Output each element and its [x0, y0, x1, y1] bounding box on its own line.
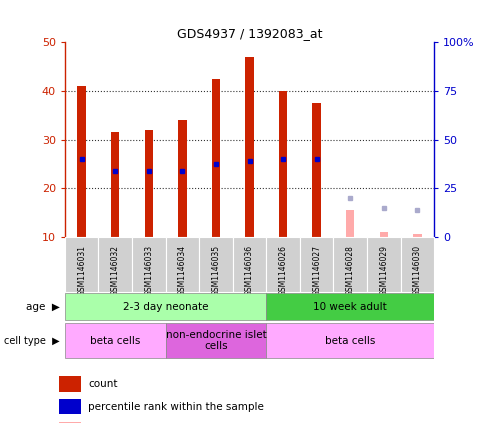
Text: beta cells: beta cells [325, 335, 375, 346]
FancyBboxPatch shape [233, 237, 266, 292]
Bar [59, 399, 80, 415]
Text: GSM1146030: GSM1146030 [413, 245, 422, 296]
Text: count: count [88, 379, 118, 389]
FancyBboxPatch shape [132, 237, 166, 292]
FancyBboxPatch shape [166, 237, 199, 292]
Text: GSM1146032: GSM1146032 [111, 245, 120, 296]
Bar [178, 120, 187, 237]
FancyBboxPatch shape [333, 237, 367, 292]
Bar [279, 91, 287, 237]
Text: GSM1146028: GSM1146028 [346, 245, 355, 296]
FancyBboxPatch shape [300, 237, 333, 292]
Bar [111, 132, 119, 237]
Bar [312, 103, 321, 237]
Bar [212, 79, 220, 237]
Text: age  ▶: age ▶ [26, 302, 60, 312]
FancyBboxPatch shape [266, 294, 434, 320]
FancyBboxPatch shape [166, 324, 266, 358]
Bar [246, 57, 253, 237]
Title: GDS4937 / 1392083_at: GDS4937 / 1392083_at [177, 27, 322, 40]
FancyBboxPatch shape [266, 324, 434, 358]
Bar [145, 130, 153, 237]
FancyBboxPatch shape [65, 237, 98, 292]
Bar [59, 422, 80, 423]
Text: non-endocrine islet
cells: non-endocrine islet cells [166, 330, 266, 352]
FancyBboxPatch shape [199, 237, 233, 292]
Text: GSM1146034: GSM1146034 [178, 245, 187, 296]
Text: GSM1146026: GSM1146026 [278, 245, 287, 296]
Bar [346, 210, 354, 237]
FancyBboxPatch shape [65, 294, 266, 320]
Text: beta cells: beta cells [90, 335, 140, 346]
Text: cell type  ▶: cell type ▶ [4, 335, 60, 346]
Bar [59, 376, 80, 392]
FancyBboxPatch shape [367, 237, 401, 292]
Bar [77, 86, 86, 237]
FancyBboxPatch shape [65, 324, 166, 358]
Text: percentile rank within the sample: percentile rank within the sample [88, 401, 264, 412]
Text: 2-3 day neonate: 2-3 day neonate [123, 302, 208, 312]
Text: GSM1146029: GSM1146029 [379, 245, 388, 296]
Text: GSM1146031: GSM1146031 [77, 245, 86, 296]
Text: 10 week adult: 10 week adult [313, 302, 387, 312]
Text: GSM1146033: GSM1146033 [144, 245, 153, 296]
Text: GSM1146036: GSM1146036 [245, 245, 254, 296]
Text: GSM1146035: GSM1146035 [212, 245, 221, 296]
Bar [413, 234, 422, 237]
FancyBboxPatch shape [98, 237, 132, 292]
FancyBboxPatch shape [266, 237, 300, 292]
Text: GSM1146027: GSM1146027 [312, 245, 321, 296]
Bar [380, 232, 388, 237]
FancyBboxPatch shape [401, 237, 434, 292]
